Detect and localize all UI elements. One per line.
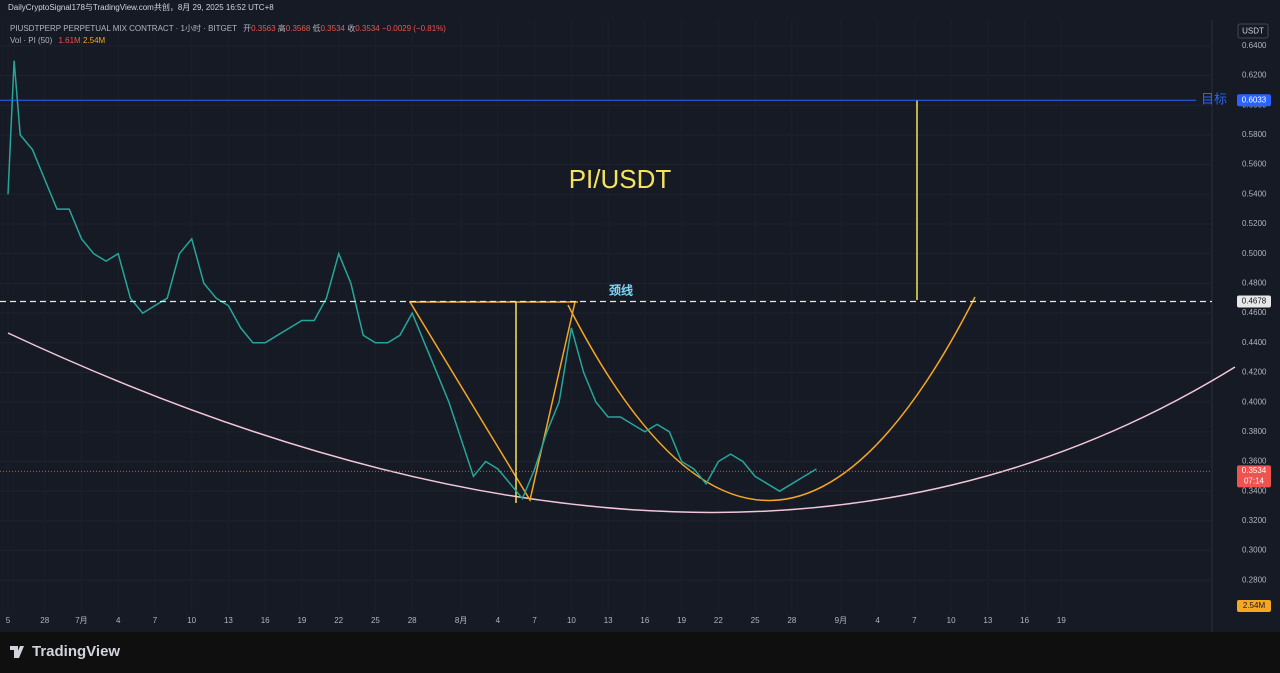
x-tick-label: 28 (787, 616, 796, 625)
x-tick-label: 7 (153, 616, 158, 625)
x-tick-label: 13 (224, 616, 233, 625)
y-tick-label: 0.2800 (1242, 575, 1267, 584)
x-tick-label: 7 (912, 616, 917, 625)
x-tick-label: 8月 (455, 616, 467, 625)
countdown: 07:14 (1244, 476, 1265, 485)
x-tick-label: 4 (496, 616, 501, 625)
y-tick-label: 0.5000 (1242, 249, 1267, 258)
low: 0.3534 (321, 24, 346, 33)
x-tick-label: 10 (187, 616, 196, 625)
low-label: 低 (313, 23, 321, 33)
brand-logo[interactable]: TradingView (10, 643, 120, 660)
y-tick-label: 0.5200 (1242, 219, 1267, 228)
x-tick-label: 13 (983, 616, 992, 625)
open-label: 开 (243, 24, 251, 33)
x-tick-label: 28 (40, 616, 49, 625)
x-tick-label: 22 (714, 616, 723, 625)
y-tick-label: 0.3400 (1242, 486, 1267, 495)
x-tick-label: 10 (947, 616, 956, 625)
neckline-price-box (1237, 295, 1271, 308)
chart-title: PI/USDT (569, 164, 672, 194)
currency: USDT (1242, 27, 1264, 36)
target-price-box (1237, 94, 1271, 107)
volume-ma-price: 2.54M (1243, 601, 1266, 610)
currency-box[interactable] (1237, 23, 1269, 39)
credit: DailyCryptoSignal178与TradingView.com共创，8… (8, 2, 274, 12)
y-tick-label: 0.5600 (1242, 160, 1267, 169)
volume-ma: 2.54M (83, 36, 106, 45)
neckline-label: 颈线 (608, 283, 633, 298)
close-label: 收 (347, 23, 355, 33)
w-pattern (409, 301, 576, 502)
plot (0, 60, 1212, 501)
x-tick-label: 13 (604, 616, 613, 625)
y-tick-label: 0.5400 (1242, 189, 1267, 198)
x-tick-label: 19 (297, 616, 306, 625)
price-line (7, 60, 817, 501)
symbol: PIUSDTPERP PERPETUAL MIX CONTRACT · 1小时 … (10, 23, 446, 33)
y-tick-label: 0.4000 (1242, 397, 1267, 406)
open: 0.3563 (251, 24, 276, 33)
neckline-price: 0.4678 (1242, 297, 1267, 306)
last-price-box (1237, 465, 1271, 488)
volume: 1.61M (58, 36, 81, 45)
x-tick-label: 7月 (75, 616, 87, 625)
x-tick-label: 4 (116, 616, 121, 625)
x-tick-label: 5 (6, 616, 11, 625)
logo-mark (10, 646, 24, 658)
x-tick-label: 16 (640, 616, 649, 625)
x-tick-label: 10 (567, 616, 576, 625)
volume-title: Vol · PI (50) (10, 36, 53, 45)
high-label: 高 (278, 23, 286, 33)
x-tick-label: 25 (751, 616, 760, 625)
high: 0.3568 (286, 24, 311, 33)
x-tick-label: 19 (1057, 616, 1066, 625)
last-price: 0.3534 (1242, 466, 1267, 475)
volume-row: Vol · PI (50) 1.61M 2.54M (10, 36, 106, 45)
y-tick-label: 0.6400 (1242, 41, 1267, 50)
volume-ma-box (1237, 600, 1271, 612)
symbol-name: PIUSDTPERP PERPETUAL MIX CONTRACT · 1小时 … (10, 23, 237, 33)
footer (0, 632, 1280, 673)
y-tick-label: 0.3000 (1242, 546, 1267, 555)
target-price: 0.6033 (1242, 95, 1267, 104)
cup-arc (7, 332, 1236, 514)
y-tick-label: 0.6200 (1242, 71, 1267, 80)
y-tick-label: 0.4800 (1242, 278, 1267, 287)
x-tick-label: 7 (532, 616, 537, 625)
x-tick-label: 25 (371, 616, 380, 625)
rounded-bottom (567, 296, 976, 502)
drawings (7, 100, 1236, 514)
x-tick-label: 16 (261, 616, 270, 625)
change: −0.0029 (−0.81%) (382, 24, 446, 33)
x-tick-label: 9月 (835, 616, 847, 625)
y-tick-label: 0.4400 (1242, 338, 1267, 347)
target-label: 目标 (1201, 92, 1227, 107)
y-tick-label: 0.4600 (1242, 308, 1267, 317)
x-tick-label: 19 (677, 616, 686, 625)
y-tick-label: 0.3800 (1242, 427, 1267, 436)
close: 0.3534 (355, 24, 380, 33)
grid (0, 20, 1212, 612)
y-tick-label: 0.3200 (1242, 516, 1267, 525)
x-tick-label: 22 (334, 616, 343, 625)
y-tick-label: 0.5800 (1242, 130, 1267, 139)
y-tick-label: 0.4200 (1242, 368, 1267, 377)
x-tick-label: 16 (1020, 616, 1029, 625)
x-tick-label: 28 (408, 616, 417, 625)
y-tick-label: 0.3600 (1242, 457, 1267, 466)
brand: TradingView (32, 643, 120, 660)
x-tick-label: 4 (875, 616, 880, 625)
